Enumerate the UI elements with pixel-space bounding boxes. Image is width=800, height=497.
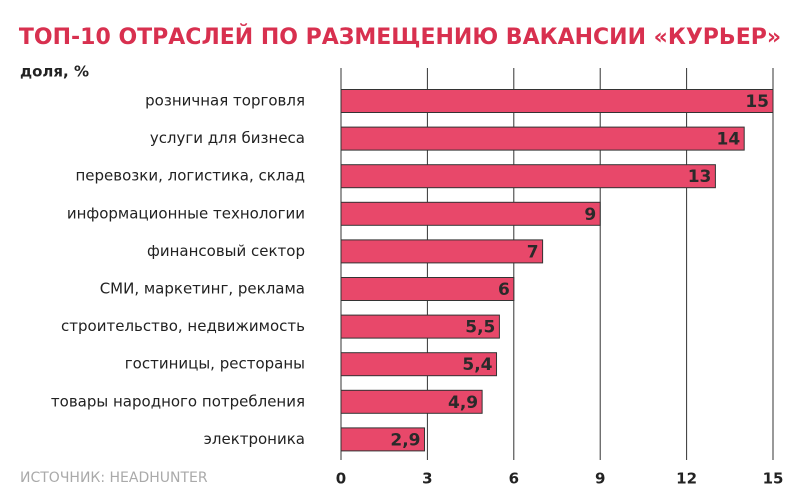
source: ИСТОЧНИК: HEADHUNTER: [20, 470, 208, 486]
x-tick-label: 6: [509, 470, 519, 488]
value-label: 5,5: [465, 318, 495, 338]
bar: [340, 352, 498, 377]
bar: [340, 164, 716, 189]
y-tick-label: розничная торговля: [145, 92, 305, 110]
bar: [340, 314, 500, 339]
y-tick-label: информационные технологии: [67, 204, 305, 222]
value-label: 6: [498, 280, 510, 300]
y-tick-label: перевозки, логистика, склад: [76, 167, 306, 185]
y-tick-label: товары народного потребления: [51, 392, 305, 410]
value-label: 2,9: [390, 430, 420, 450]
bar: [340, 89, 774, 113]
y-tick-label: услуги для бизнеса: [150, 129, 305, 147]
x-tick-label: 0: [336, 470, 346, 488]
y-tick-label: СМИ, маркетинг, реклама: [100, 280, 305, 298]
value-label: 9: [584, 205, 596, 225]
bar: [340, 277, 515, 301]
value-label: 14: [717, 130, 741, 150]
x-tick-label: 12: [676, 470, 697, 488]
chart-title: ТОП-10 ОТРАСЛЕЙ ПО РАЗМЕЩЕНИЮ ВАКАНСИИ «…: [19, 24, 781, 50]
bar: [340, 239, 544, 264]
x-tick-label: 3: [422, 470, 432, 488]
axis-label: доля, %: [20, 63, 89, 81]
value-label: 7: [527, 242, 539, 262]
y-tick-label: строительство, недвижимость: [61, 317, 305, 335]
y-tick-label: гостиницы, рестораны: [125, 355, 305, 373]
y-tick-label: финансовый сектор: [147, 242, 305, 260]
x-tick-label: 15: [763, 470, 784, 488]
value-label: 5,4: [462, 355, 492, 375]
bar: [340, 201, 601, 226]
value-label: 13: [688, 167, 712, 187]
bar: [340, 126, 745, 151]
y-tick-label: электроника: [204, 430, 305, 448]
bar: [340, 389, 483, 414]
value-label: 4,9: [448, 393, 478, 413]
value-label: 15: [745, 92, 769, 112]
bar: [340, 427, 426, 452]
x-tick-label: 9: [595, 470, 605, 488]
